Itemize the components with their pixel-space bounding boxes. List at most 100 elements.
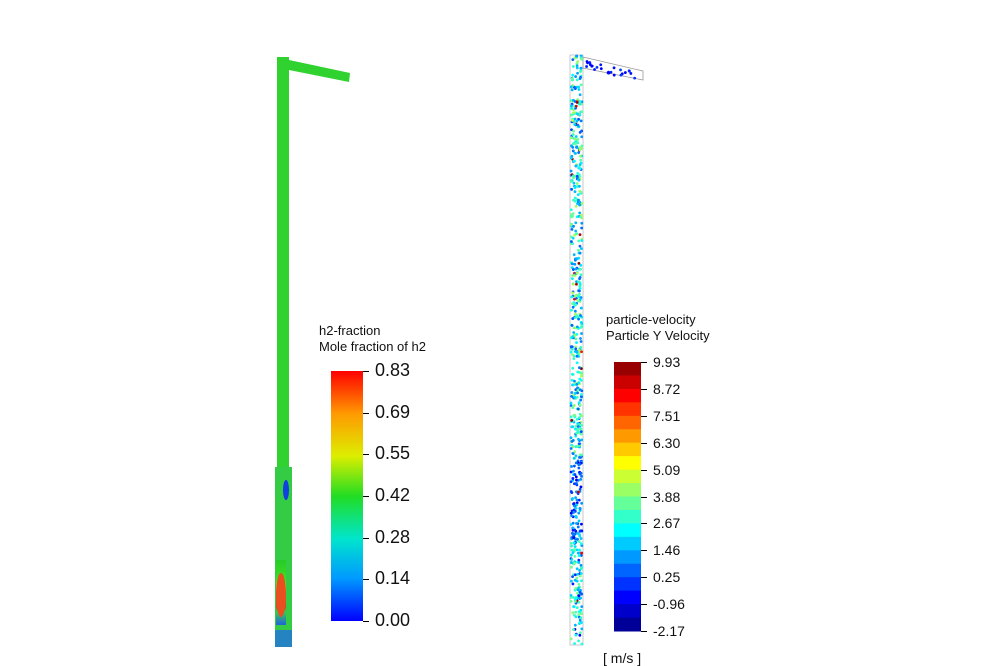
particle — [575, 341, 578, 344]
particle — [571, 133, 575, 136]
particle — [578, 388, 582, 392]
particle — [573, 151, 577, 155]
particle — [572, 331, 576, 334]
particle — [619, 73, 623, 77]
particle — [570, 395, 574, 398]
particle — [569, 404, 573, 407]
particle — [575, 112, 579, 116]
right-plot-title: particle-velocity — [606, 312, 696, 327]
particle — [569, 345, 573, 349]
velocity-colorbar-band — [614, 483, 641, 497]
particle — [572, 174, 575, 178]
particle — [570, 324, 574, 327]
velocity-colorbar-label: 8.72 — [653, 380, 681, 397]
particle — [573, 294, 577, 298]
particle — [578, 569, 581, 572]
particle — [577, 594, 581, 598]
particle — [580, 474, 583, 478]
velocity-colorbar-band — [614, 442, 641, 457]
velocity-colorbar-band — [614, 402, 641, 417]
velocity-units: [ m/s ] — [603, 650, 642, 666]
particle — [576, 525, 580, 529]
particle — [573, 395, 577, 399]
particle — [580, 579, 583, 583]
particle — [580, 501, 584, 505]
particle — [579, 83, 583, 87]
particle — [576, 428, 580, 432]
h2-colorbar-label: 0.14 — [375, 568, 411, 589]
particle — [571, 451, 575, 455]
h2-fraction-contour — [275, 57, 350, 647]
particle — [576, 391, 580, 395]
particle — [572, 142, 575, 145]
particle — [578, 211, 582, 215]
particle — [575, 522, 578, 525]
particle — [578, 455, 581, 459]
particle — [574, 303, 578, 307]
particle — [580, 438, 584, 442]
particle — [577, 442, 581, 446]
velocity-colorbar-tick — [641, 631, 647, 632]
particle — [578, 403, 582, 407]
velocity-colorbar-tick — [641, 415, 647, 417]
particle — [573, 599, 577, 603]
particle — [575, 361, 579, 365]
particle — [578, 534, 582, 538]
particle — [588, 61, 592, 64]
particle — [571, 532, 575, 536]
particle — [578, 77, 582, 80]
particle — [580, 226, 584, 230]
particle — [579, 340, 583, 343]
particle — [576, 123, 580, 127]
particle — [569, 511, 573, 515]
particle — [578, 574, 582, 578]
particle — [575, 548, 579, 552]
particle — [579, 477, 583, 481]
particle — [573, 642, 576, 645]
particle — [569, 561, 573, 564]
particle — [573, 548, 577, 551]
particle — [573, 196, 577, 200]
velocity-colorbar-band — [614, 375, 641, 390]
particle — [575, 382, 579, 386]
particle — [575, 576, 579, 580]
particle — [570, 223, 573, 226]
particle — [570, 144, 573, 148]
particle — [574, 475, 578, 479]
particle — [570, 579, 573, 583]
particle — [580, 621, 583, 624]
particle — [571, 596, 575, 599]
particle — [573, 554, 577, 558]
particle — [580, 221, 584, 225]
particle — [580, 100, 584, 104]
particle — [574, 104, 578, 108]
particle — [580, 350, 583, 354]
particle — [578, 548, 581, 552]
particle — [575, 395, 579, 399]
particle — [570, 565, 573, 569]
particle — [571, 551, 575, 555]
velocity-colorbar-band — [614, 523, 641, 538]
particle — [577, 248, 580, 252]
particle — [572, 224, 575, 228]
particle — [572, 469, 575, 473]
particle — [574, 615, 578, 619]
particle — [569, 415, 573, 419]
h2-colorbar-tick — [363, 621, 369, 622]
particle — [570, 107, 574, 110]
velocity-colorbar-band — [614, 429, 641, 444]
particle — [578, 633, 582, 637]
particle — [575, 174, 579, 178]
particle — [579, 66, 583, 70]
particle — [576, 588, 580, 592]
particle — [577, 280, 581, 284]
particle — [570, 277, 574, 281]
particle — [578, 487, 582, 491]
particle — [571, 611, 575, 615]
particle — [573, 117, 577, 121]
particle — [579, 572, 583, 575]
particle — [580, 522, 583, 526]
particle — [569, 401, 573, 405]
particle — [579, 158, 583, 162]
particle — [576, 537, 579, 541]
